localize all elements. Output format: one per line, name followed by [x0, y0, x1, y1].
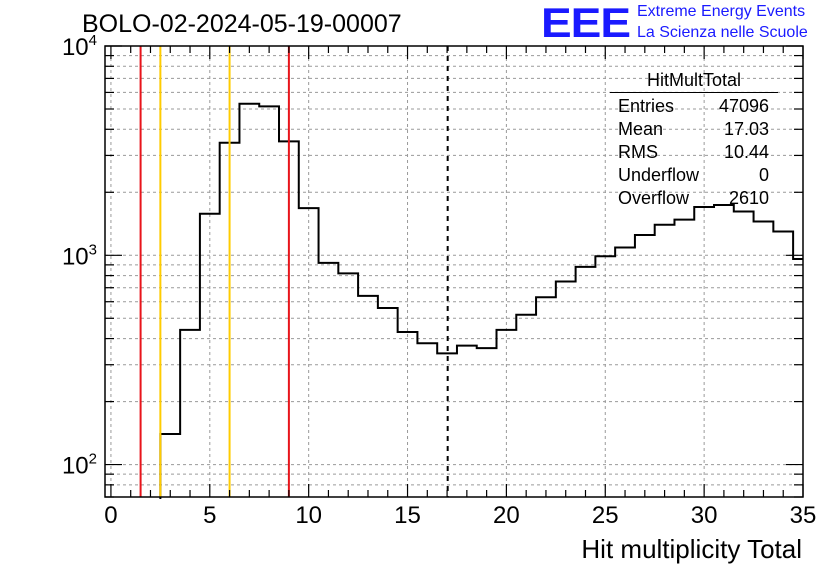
- plot-border: [104, 45, 804, 498]
- x-tick-label: 15: [394, 502, 421, 529]
- stats-value: 47096: [718, 96, 769, 116]
- histogram-step-line: [159, 102, 803, 499]
- stats-row-overflow: Overflow 2610: [610, 187, 778, 210]
- stats-row-entries: Entries 47096: [610, 95, 778, 118]
- plot-frame: [104, 45, 804, 498]
- chart-title: BOLO-02-2024-05-19-00007: [82, 10, 402, 38]
- stats-label: Entries: [618, 96, 675, 116]
- stats-label: RMS: [618, 142, 658, 162]
- grid-lines: [105, 46, 803, 497]
- logo-line-1: Extreme Energy Events: [637, 3, 806, 20]
- x-tick-label: 35: [790, 502, 817, 529]
- logo-line-2: La Scienza nelle Scuole: [637, 24, 808, 41]
- stats-value: 17.03: [723, 119, 769, 139]
- stats-label: Overflow: [618, 188, 690, 208]
- stats-title: HitMultTotal: [610, 70, 778, 93]
- marker-lines: [139, 46, 449, 497]
- stats-row-underflow: Underflow 0: [610, 164, 778, 187]
- x-tick-label: 10: [295, 502, 322, 529]
- stats-value: 0: [758, 165, 769, 185]
- stats-label: Underflow: [618, 165, 700, 185]
- stats-value: 10.44: [723, 142, 769, 162]
- y-tick-label-exponent: 3: [89, 241, 97, 258]
- stats-row-rms: RMS 10.44: [610, 141, 778, 164]
- y-tick-label-base: 10: [62, 453, 89, 480]
- y-tick-label-base: 10: [62, 34, 89, 61]
- stats-value: 2610: [728, 188, 769, 208]
- x-tick-label: 5: [203, 502, 216, 529]
- stats-label: Mean: [618, 119, 664, 139]
- stats-row-mean: Mean 17.03: [610, 118, 778, 141]
- x-axis-label: Hit multiplicity Total: [581, 534, 802, 564]
- y-tick-label: 102: [62, 451, 97, 480]
- x-tick-label: 20: [493, 502, 520, 529]
- x-tick-label: 0: [104, 502, 117, 529]
- axis-ticks: [105, 45, 804, 498]
- y-tick-label: 103: [62, 241, 97, 270]
- stats-box: HitMultTotal Entries 47096 Mean 17.03 RMS 1…: [610, 70, 778, 210]
- y-tick-label-exponent: 4: [89, 32, 97, 49]
- histogram-series: [159, 102, 803, 499]
- x-tick-label: 25: [592, 502, 619, 529]
- eee-logo: EEE: [541, 0, 631, 47]
- x-tick-label: 30: [691, 502, 718, 529]
- y-tick-label: 104: [62, 32, 97, 61]
- y-tick-label-base: 10: [62, 243, 89, 270]
- y-tick-label-exponent: 2: [89, 451, 97, 468]
